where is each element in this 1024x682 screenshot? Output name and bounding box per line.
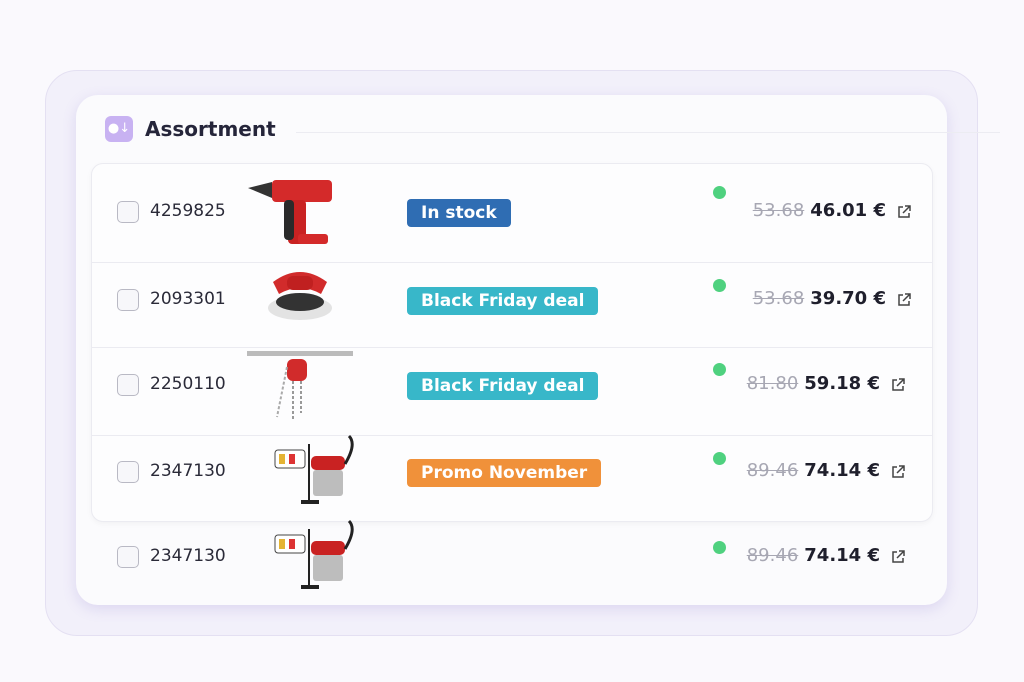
- current-price: 59.18 €: [804, 373, 880, 394]
- availability-dot: [713, 186, 726, 199]
- product-image-drill: [248, 174, 338, 250]
- current-price: 74.14 €: [804, 545, 880, 566]
- availability-dot: [713, 363, 726, 376]
- row-checkbox[interactable]: [117, 461, 139, 483]
- current-price: 46.01 €: [810, 200, 886, 221]
- sku: 2093301: [150, 289, 226, 309]
- product-image-chain-hoist: [247, 347, 353, 427]
- status-badge: Promo November: [407, 459, 602, 487]
- price: 89.46 74.14 €: [747, 460, 880, 481]
- divider: [91, 347, 933, 348]
- old-price: 81.80: [746, 373, 799, 394]
- old-price: 89.46: [746, 460, 799, 481]
- download-box-icon: ●↓: [105, 116, 133, 142]
- sku: 2347130: [150, 461, 226, 481]
- external-link-icon[interactable]: [896, 204, 912, 220]
- product-image-wet-dry-vacuum: [265, 434, 355, 510]
- status-badge: Black Friday deal: [407, 287, 599, 315]
- current-price: 74.14 €: [804, 460, 880, 481]
- old-price: 53.68: [752, 288, 805, 309]
- price: 53.68 46.01 €: [753, 200, 886, 221]
- divider: [91, 262, 933, 263]
- availability-dot: [713, 279, 726, 292]
- availability-dot: [713, 452, 726, 465]
- availability-dot: [713, 541, 726, 554]
- price: 53.68 39.70 €: [753, 288, 886, 309]
- panel-title: Assortment: [145, 117, 276, 141]
- old-price: 53.68: [752, 200, 805, 221]
- product-image-wet-dry-vacuum: [265, 519, 355, 595]
- external-link-icon[interactable]: [890, 464, 906, 480]
- price: 81.80 59.18 €: [747, 373, 880, 394]
- divider: [91, 435, 933, 436]
- row-checkbox[interactable]: [117, 546, 139, 568]
- status-badge: Black Friday deal: [407, 372, 599, 400]
- status-badge: In stock: [407, 199, 511, 227]
- external-link-icon[interactable]: [890, 377, 906, 393]
- price: 89.46 74.14 €: [747, 545, 880, 566]
- row-checkbox[interactable]: [117, 201, 139, 223]
- sku: 4259825: [150, 201, 226, 221]
- sku: 2250110: [150, 374, 226, 394]
- current-price: 39.70 €: [810, 288, 886, 309]
- sku: 2347130: [150, 546, 226, 566]
- row-checkbox[interactable]: [117, 374, 139, 396]
- product-image-polisher: [265, 262, 335, 326]
- external-link-icon[interactable]: [890, 549, 906, 565]
- row-checkbox[interactable]: [117, 289, 139, 311]
- divider: [296, 132, 1000, 133]
- external-link-icon[interactable]: [896, 292, 912, 308]
- old-price: 89.46: [746, 545, 799, 566]
